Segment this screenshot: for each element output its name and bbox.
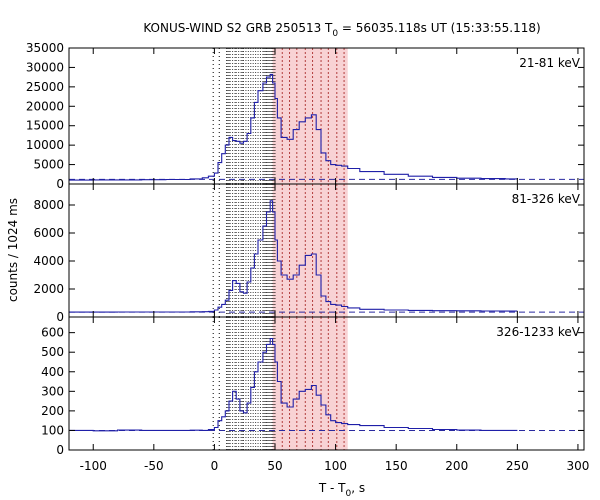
chart-title: KONUS-WIND S2 GRB 250513 T0 = 56035.118s…	[143, 21, 540, 39]
y-tick-label: 6000	[33, 226, 64, 240]
light-curve	[69, 337, 518, 432]
panel-3: 0 100 200 300 400 500 600 326-1233 keV -100 -50 0 5…	[41, 316, 589, 473]
y-tick-label: 30000	[26, 60, 64, 74]
x-tick-label: 150	[385, 459, 408, 473]
panels-group: 0500010000150002000025000300003500021-81…	[26, 41, 590, 473]
y-tick-label: 5000	[33, 158, 64, 172]
energy-band-label: 21-81 keV	[519, 56, 581, 70]
y-tick-label: 10000	[26, 138, 64, 152]
light-curve	[69, 73, 518, 181]
x-tick-label: 200	[445, 459, 468, 473]
y-tick-label: 0	[56, 177, 64, 191]
y-tick-label: 15000	[26, 119, 64, 133]
x-tick-label: 100	[324, 459, 347, 473]
y-tick-label: 0	[56, 310, 64, 324]
y-tick-label: 35000	[26, 41, 64, 55]
y-tick-label: 100	[41, 423, 64, 437]
x-tick-label: -50	[144, 459, 164, 473]
y-tick-label: 25000	[26, 80, 64, 94]
interval-shade	[272, 317, 348, 450]
y-tick-label: 4000	[33, 254, 64, 268]
panel-1: 0 5000 10000 15000 20000 25000 30000 35000 21-81…	[26, 41, 585, 191]
y-tick-label: 400	[41, 365, 64, 379]
y-tick-label: 500	[41, 345, 64, 359]
panel-frame	[68, 316, 585, 451]
x-tick-label: 300	[566, 459, 589, 473]
light-curve	[69, 200, 518, 313]
y-tick-label: 300	[41, 384, 64, 398]
interval-shade	[272, 48, 348, 184]
y-tick-label: 200	[41, 404, 64, 418]
y-tick-label: 20000	[26, 99, 64, 113]
y-axis-label: counts / 1024 ms	[6, 198, 20, 302]
panel-2: 0 2000 4000 6000 8000 81-326 keV	[33, 183, 585, 324]
x-tick-label: -100	[80, 459, 107, 473]
x-tick-label: 250	[506, 459, 529, 473]
y-tick-label: 600	[41, 326, 64, 340]
y-tick-label: 2000	[33, 282, 64, 296]
x-tick-label: 50	[267, 459, 282, 473]
energy-band-label: 326-1233 keV	[496, 325, 580, 339]
y-tick-label: 0	[56, 443, 64, 457]
x-tick-label: 0	[211, 459, 219, 473]
interval-shade	[272, 184, 348, 317]
energy-band-label: 81-326 keV	[512, 192, 581, 206]
x-axis-label: T - T0, s	[318, 481, 365, 499]
y-tick-label: 8000	[33, 198, 64, 212]
